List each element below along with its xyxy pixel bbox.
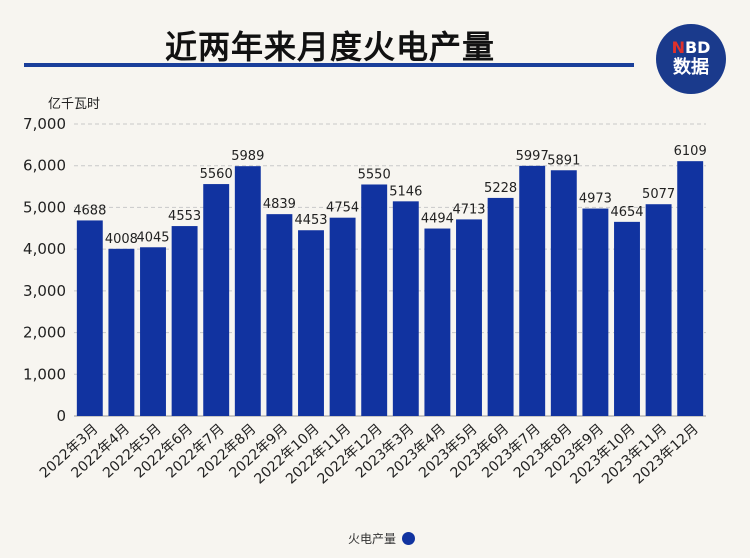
legend-swatch (402, 532, 416, 545)
bar (392, 201, 419, 416)
y-tick-label: 2,000 (23, 324, 66, 342)
bar (171, 226, 198, 416)
bar (456, 219, 482, 416)
bar (298, 230, 324, 416)
chart-title: 近两年来月度火电产量 (164, 28, 495, 66)
data-label: 5997 (516, 149, 549, 164)
y-tick-label: 1,000 (23, 365, 66, 383)
bar (519, 165, 546, 416)
data-label: 4973 (579, 192, 612, 207)
bar (329, 217, 356, 416)
legend-label: 火电产量 (348, 532, 397, 546)
data-label: 5146 (389, 184, 422, 199)
data-label: 4045 (136, 230, 169, 245)
data-label: 4754 (326, 201, 359, 216)
bar (203, 184, 230, 416)
data-label: 6109 (674, 144, 707, 159)
bar (677, 161, 704, 416)
data-label: 5891 (547, 153, 580, 168)
bar (361, 184, 388, 416)
bar (487, 197, 514, 416)
bar (550, 170, 577, 416)
bar (234, 166, 261, 416)
data-label: 4654 (610, 205, 643, 220)
bar (614, 221, 640, 416)
data-label: 4713 (452, 202, 485, 217)
y-tick-label: 0 (56, 407, 66, 425)
bar (424, 228, 451, 416)
data-label: 4688 (73, 203, 106, 218)
bar (582, 208, 609, 416)
data-label: 5550 (358, 167, 391, 182)
data-label: 5228 (484, 181, 517, 196)
y-tick-label: 7,000 (23, 115, 66, 133)
data-label: 5989 (231, 149, 264, 164)
y-tick-label: 5,000 (23, 198, 66, 216)
bar (140, 247, 166, 416)
bar (266, 214, 293, 416)
data-label: 5077 (642, 187, 675, 202)
data-label: 4008 (105, 232, 138, 247)
data-label: 5560 (200, 167, 233, 182)
bar (76, 220, 103, 416)
nbd-logo: NBD 数据 (656, 24, 726, 94)
y-tick-label: 4,000 (23, 240, 66, 258)
y-axis-unit-label: 亿千瓦时 (48, 97, 101, 112)
data-label: 4839 (263, 197, 296, 212)
data-label: 4494 (421, 212, 454, 227)
y-tick-label: 3,000 (23, 282, 66, 300)
data-label: 4553 (168, 209, 201, 224)
data-label: 4453 (294, 213, 327, 228)
bar (108, 248, 135, 416)
y-tick-label: 6,000 (23, 157, 66, 175)
bar (645, 204, 672, 416)
legend: 火电产量 (348, 530, 416, 547)
title-underline (24, 63, 634, 67)
